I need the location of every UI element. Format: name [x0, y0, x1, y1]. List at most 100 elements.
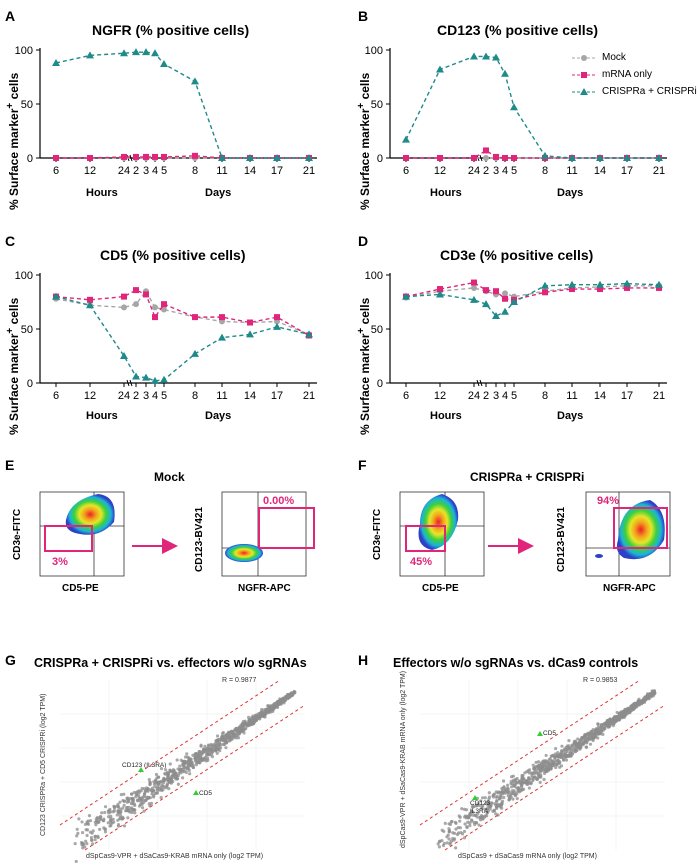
xgroup-days-d: Days: [557, 410, 584, 422]
scatter-xlabel-g: dSpCas9-VPR + dSaCas9-KRAB mRNA only (lo…: [86, 853, 264, 860]
gate-pct-f-left: 45%: [410, 556, 433, 568]
scatter-point: [281, 700, 285, 704]
scatter-point: [234, 727, 239, 731]
gate-f-left: [405, 525, 446, 552]
x-tick-label: 3: [143, 390, 149, 402]
scatter-point: [544, 753, 548, 758]
x-tick-label: 4: [152, 165, 158, 177]
scatter-point: [167, 787, 171, 791]
scatter-point: [592, 735, 596, 739]
scatter-point: [494, 812, 498, 816]
scatter-point: [488, 804, 492, 808]
scatter-point: [552, 761, 557, 765]
scatter-point: [215, 738, 219, 742]
scatter-point: [590, 736, 594, 740]
scatter-point: [550, 754, 554, 758]
scatter-ylabel-g: CD123 CRISPRa + CD5 CRISPRi (log2 TPM): [40, 693, 47, 836]
scatter-point: [454, 846, 458, 850]
scatter-point: [643, 696, 647, 700]
x-tick-label: 3: [493, 390, 499, 402]
scatter-point: [116, 804, 120, 809]
scatter-point: [254, 716, 258, 720]
data-point: [246, 154, 254, 161]
scatter-point: [454, 821, 458, 825]
scatter-point: [85, 833, 89, 838]
scatter-point: [126, 796, 130, 800]
scatter-point: [485, 811, 489, 815]
y-tick-label: 100: [15, 270, 33, 282]
scatter-point: [456, 825, 460, 830]
flow-plot-f-left: [399, 491, 485, 577]
flow-xlabel-f-left: CD5-PE: [422, 583, 459, 594]
scatter-point: [506, 783, 510, 787]
scatter-point: [622, 714, 626, 718]
scatter-point: [93, 834, 97, 838]
scatter-point: [142, 809, 146, 813]
data-point: [471, 279, 477, 286]
series-line: [405, 281, 659, 301]
data-point: [502, 290, 508, 297]
scatter-point: [566, 744, 570, 748]
data-point: [655, 154, 663, 161]
scatter-point: [641, 700, 645, 704]
scatter-point: [464, 816, 469, 820]
scatter-point: [152, 793, 156, 798]
scatter-point: [89, 835, 94, 840]
scatter-point: [220, 732, 225, 736]
data-point: [121, 304, 127, 311]
data-point: [437, 155, 443, 161]
line-chart-cd123: 0 50 100 6 12 24 2 3 4 5 8 11 14 17 21: [365, 45, 667, 177]
data-point: [121, 293, 127, 300]
scatter-point: [555, 763, 559, 767]
scatter-point: [501, 779, 506, 783]
scatter-point: [243, 727, 247, 731]
data-point: [274, 314, 280, 321]
scatter-point: [77, 817, 81, 821]
scatter-point: [230, 730, 234, 734]
data-point: [470, 52, 478, 60]
xgroup-hours-a: Hours: [86, 187, 118, 199]
data-point: [52, 58, 60, 66]
scatter-point: [509, 779, 513, 783]
data-point: [483, 155, 489, 161]
axis-break: [129, 154, 133, 162]
legend: Mock mRNA only CRISPRa + CRISPRi: [572, 49, 697, 100]
scatter-point: [560, 744, 564, 748]
y-tick-label: 50: [21, 99, 33, 111]
chart-title-ngfr: NGFR (% positive cells): [92, 22, 250, 38]
scatter-point: [185, 752, 189, 756]
scatter-point: [285, 695, 289, 699]
y-tick-label: 0: [377, 153, 383, 165]
scatter-point: [248, 719, 252, 723]
x-tick-label: 24: [468, 165, 480, 177]
scatter-point: [450, 819, 454, 824]
scatter-point: [116, 810, 120, 815]
scatter-point: [614, 718, 619, 723]
scatter-point: [531, 778, 535, 783]
scatter-point: [437, 840, 442, 844]
series-line: [405, 285, 659, 299]
data-point: [132, 48, 140, 56]
scatter-point: [106, 821, 110, 825]
scatter-point: [258, 715, 262, 719]
scatter-point: [529, 782, 533, 786]
scatter-point: [470, 809, 474, 813]
scatter-point: [521, 781, 525, 785]
scatter-point: [487, 791, 491, 795]
scatter-point: [226, 731, 231, 735]
scatter-point: [470, 805, 475, 809]
scatter-point: [564, 758, 569, 762]
scatter-point: [130, 810, 134, 815]
x-tick-label: 21: [303, 165, 315, 177]
scatter-point: [531, 775, 535, 780]
scatter-point: [547, 762, 551, 766]
scatter-point: [573, 747, 577, 752]
scatter-point: [448, 822, 453, 826]
data-point: [161, 306, 167, 313]
scatter-point: [594, 727, 598, 731]
scatter-point: [178, 764, 182, 768]
scatter-point: [535, 777, 539, 781]
x-tick-label: 14: [244, 390, 256, 402]
x-tick-label: 4: [152, 390, 158, 402]
y-tick-label: 50: [21, 324, 33, 336]
